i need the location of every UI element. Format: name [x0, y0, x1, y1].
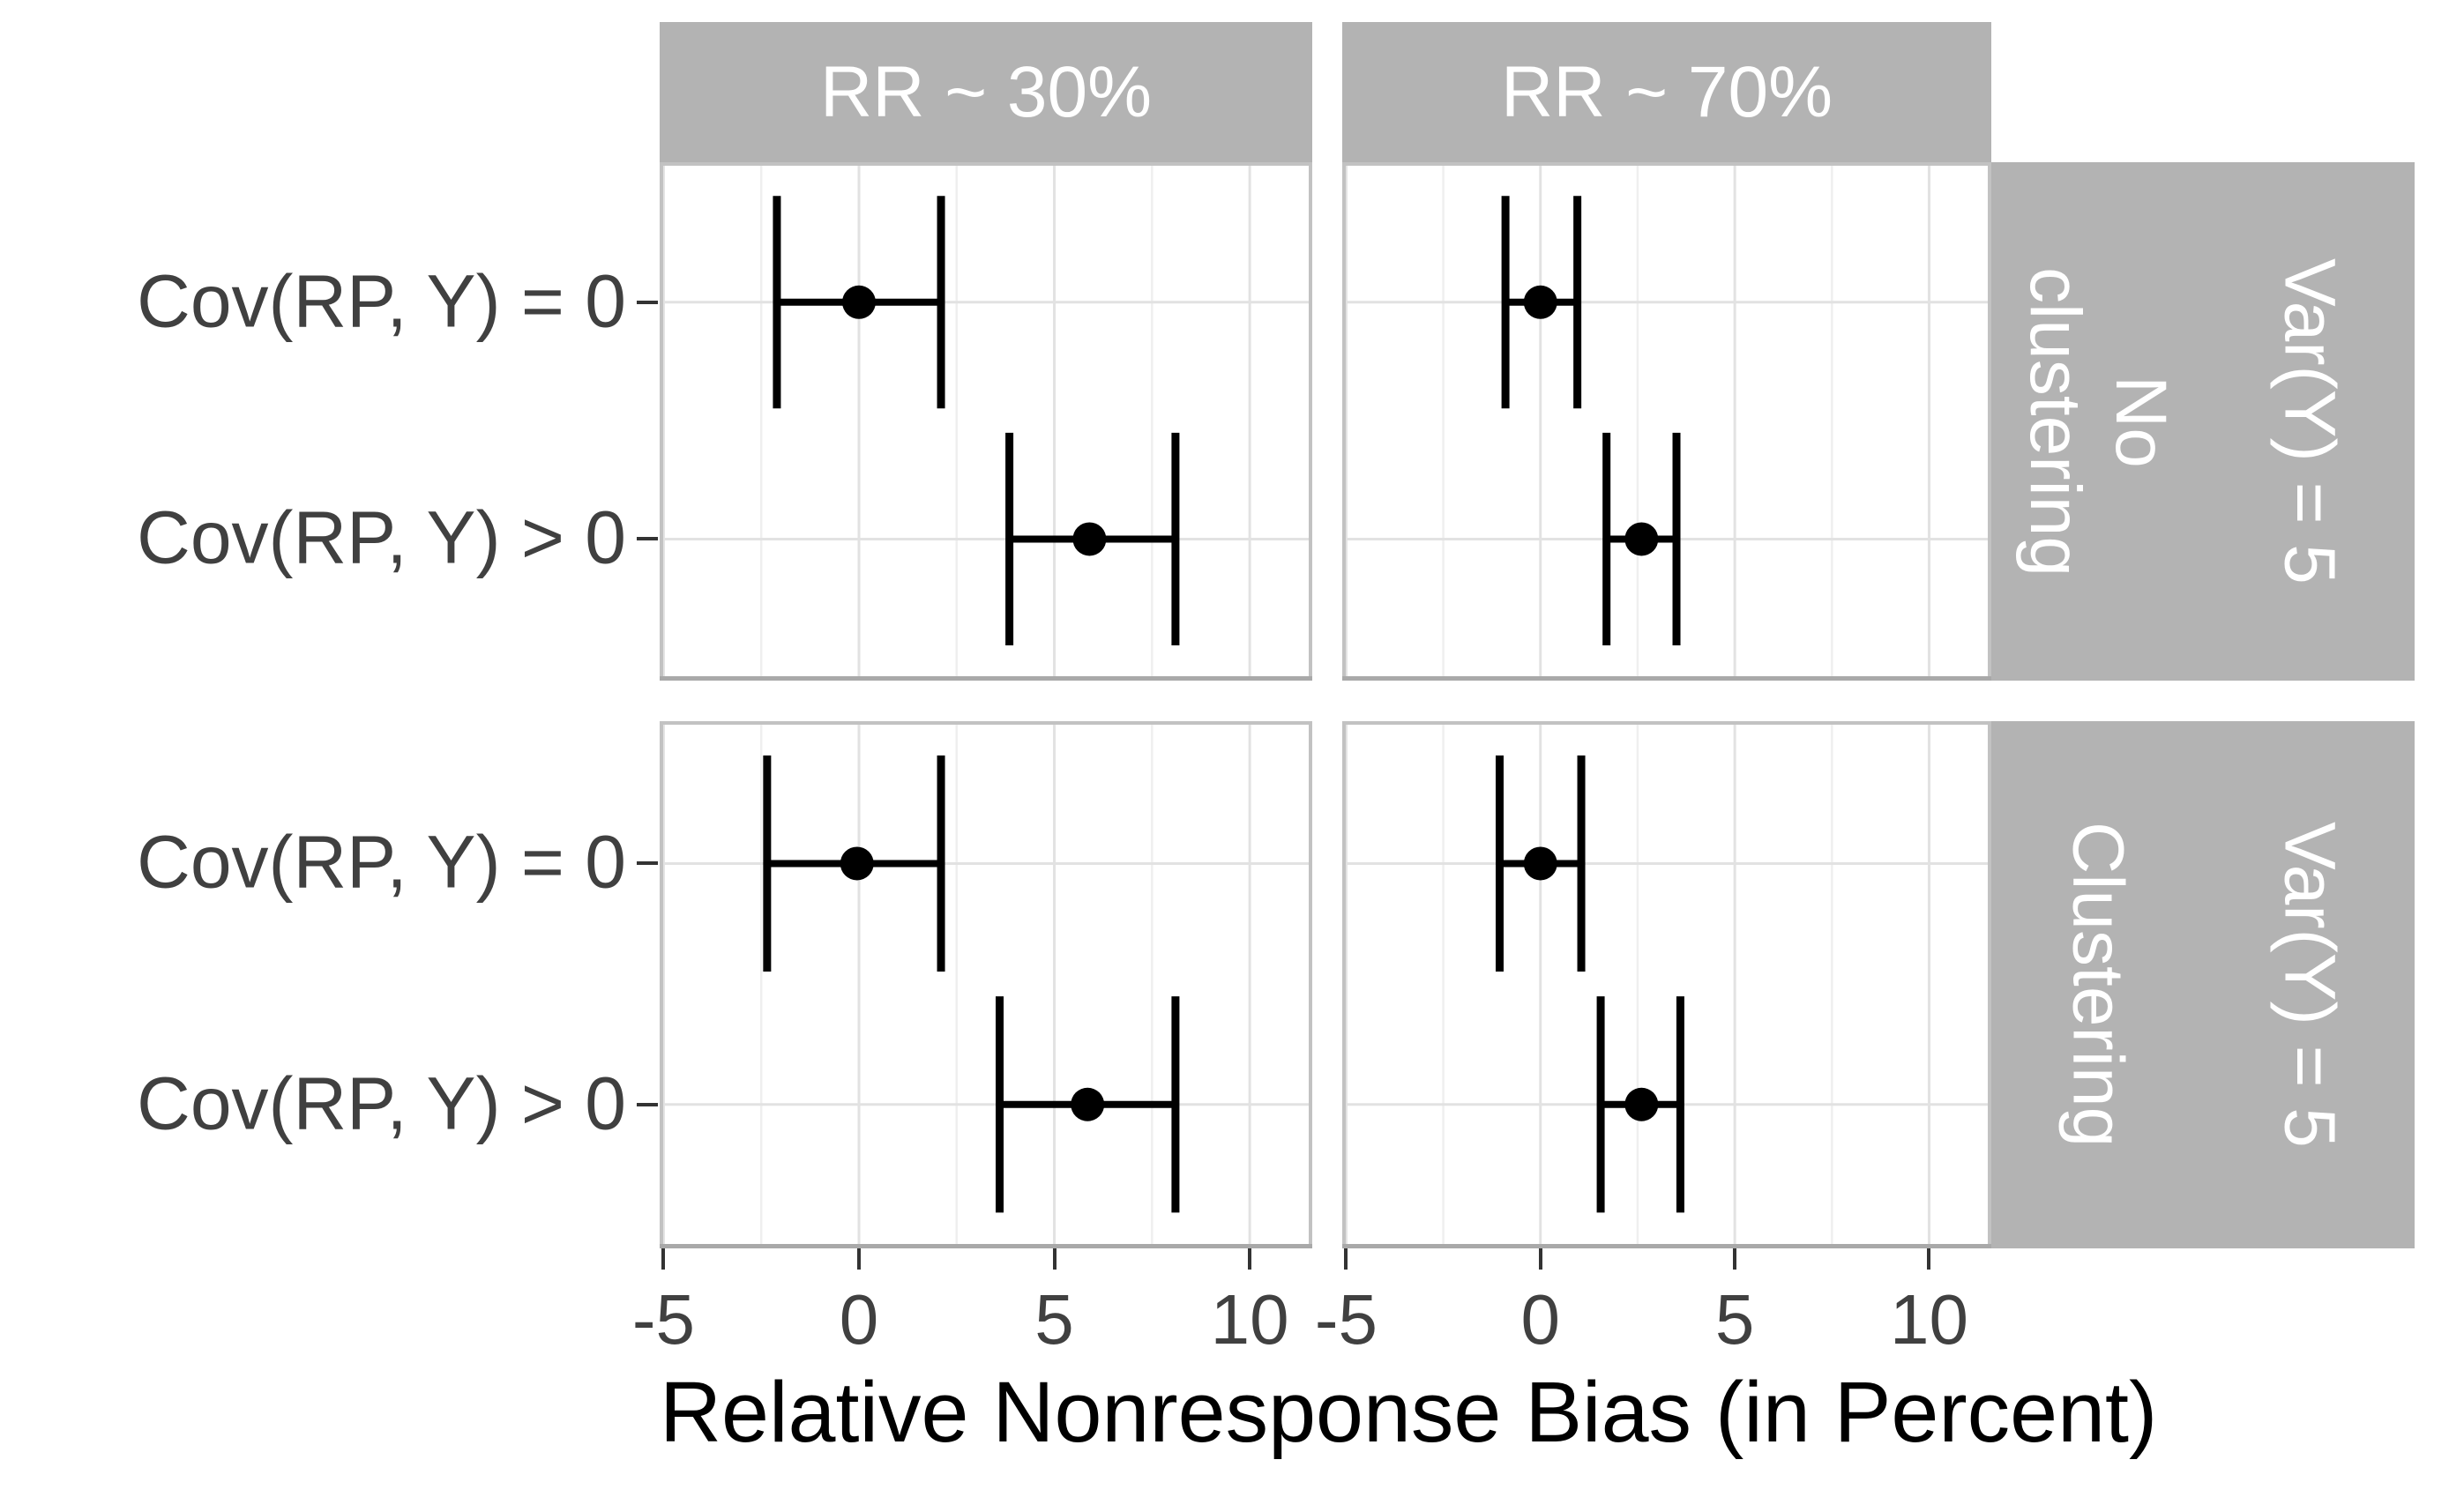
panel-border [660, 721, 1312, 1248]
y-axis-label-cov-gt-0-top: Cov(RP, Y) > 0 [137, 495, 626, 579]
x-axis-tick-label: 5 [1714, 1280, 1755, 1359]
facet-row-strip-vary5-top-label: Var(Y) = 5 [2269, 258, 2350, 585]
point-estimate-dot [1523, 285, 1557, 319]
x-axis-tick-label: 5 [1034, 1280, 1074, 1359]
panel-border [660, 162, 1312, 681]
y-axis-label-cov-eq-0-top: Cov(RP, Y) = 0 [137, 259, 626, 343]
facet-row-strip-vary5-bottom: Var(Y) = 5 [2203, 721, 2415, 1248]
x-axis-tick-mark [1052, 1248, 1057, 1270]
x-axis-tick-mark [1538, 1248, 1542, 1270]
panel-rr30-no-clustering [660, 162, 1312, 681]
x-axis-tick-mark [1248, 1248, 1252, 1270]
y-axis-tick-mark [637, 861, 658, 866]
point-estimate-dot [1624, 1087, 1659, 1121]
facet-col-strip-rr30-label: RR ~ 30% [819, 51, 1152, 132]
x-axis-title: Relative Nonresponse Bias (in Percent) [660, 1364, 2158, 1460]
facet-row-strip-clustering: Clustering [1991, 721, 2203, 1248]
y-axis-label-cov-gt-0-bottom: Cov(RP, Y) > 0 [137, 1061, 626, 1145]
y-axis-tick-mark [637, 300, 658, 304]
panel-rr70-clustering [1342, 721, 1991, 1248]
y-axis-tick-mark [637, 537, 658, 541]
facet-row-strip-no-clustering: No clustering [1991, 162, 2203, 681]
x-axis-tick-mark [1733, 1248, 1737, 1270]
panel-rr70-no-clustering [1342, 162, 1991, 681]
x-axis-tick-label: -5 [1314, 1280, 1378, 1359]
facet-row-strip-vary5-top: Var(Y) = 5 [2203, 162, 2415, 681]
panel-rr70-no-clustering-plot [1342, 162, 1991, 681]
facet-col-strip-rr70: RR ~ 70% [1342, 22, 1991, 162]
point-estimate-dot [1523, 846, 1557, 881]
panel-rr70-clustering-plot [1342, 721, 1991, 1248]
point-estimate-dot [840, 846, 874, 881]
panel-border [1342, 721, 1991, 1248]
y-axis-tick-mark [637, 1102, 658, 1106]
x-axis-tick-label: 0 [839, 1280, 879, 1359]
facet-row-strip-vary5-bottom-label: Var(Y) = 5 [2269, 822, 2350, 1148]
point-estimate-dot [841, 285, 876, 319]
x-axis-tick-mark [661, 1248, 666, 1270]
facet-col-strip-rr70-label: RR ~ 70% [1500, 51, 1833, 132]
panel-rr30-clustering [660, 721, 1312, 1248]
x-axis-tick-label: 10 [1889, 1280, 1968, 1359]
facet-col-strip-rr30: RR ~ 30% [660, 22, 1312, 162]
facet-row-strip-no-clustering-label: No clustering [2015, 266, 2181, 577]
panel-border [1342, 162, 1991, 681]
x-axis-tick-label: -5 [631, 1280, 695, 1359]
point-estimate-dot [1072, 522, 1107, 556]
x-axis-tick-label: 0 [1520, 1280, 1561, 1359]
facet-row-strip-clustering-label: Clustering [2057, 822, 2139, 1148]
x-axis-tick-mark [1927, 1248, 1931, 1270]
point-estimate-dot [1071, 1087, 1105, 1121]
x-axis-tick-mark [856, 1248, 861, 1270]
x-axis-tick-label: 10 [1210, 1280, 1289, 1359]
panel-rr30-clustering-plot [660, 721, 1312, 1248]
point-estimate-dot [1624, 522, 1659, 556]
x-axis-tick-mark [1344, 1248, 1348, 1270]
panel-rr30-no-clustering-plot [660, 162, 1312, 681]
y-axis-label-cov-eq-0-bottom: Cov(RP, Y) = 0 [137, 820, 626, 904]
